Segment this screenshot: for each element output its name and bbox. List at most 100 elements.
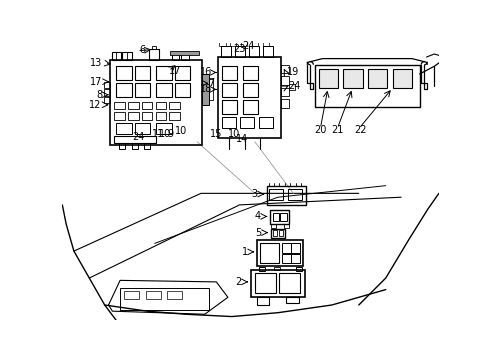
Text: 5: 5 [255,228,261,238]
Bar [151,46,156,49]
Bar [116,83,131,97]
Bar [174,83,190,97]
Bar [127,102,138,109]
Text: 21: 21 [330,125,343,135]
Bar [270,224,275,228]
Bar [242,66,257,80]
Bar [281,88,288,96]
Bar [155,102,166,109]
Bar [257,240,303,266]
Bar [248,45,258,57]
Bar [142,102,152,109]
Text: 24: 24 [241,41,254,51]
Bar [274,267,280,270]
Text: 10: 10 [159,129,171,139]
Bar [240,117,254,128]
Bar [219,42,225,45]
Bar [221,66,237,80]
Bar [143,143,150,149]
Bar [314,65,419,107]
Bar [202,74,208,105]
Bar [110,60,202,145]
Text: 13: 13 [90,58,102,68]
Bar [295,266,301,271]
Bar [104,82,110,88]
Bar [135,66,150,80]
Text: 22: 22 [353,125,366,135]
Text: 8: 8 [96,90,102,100]
Bar [281,99,288,108]
Bar [254,274,276,293]
Bar [242,100,257,114]
Bar [111,53,121,60]
Text: 10: 10 [174,126,186,136]
Bar [262,42,268,45]
Bar [234,45,244,57]
Bar [119,143,125,149]
Bar [155,112,166,120]
Bar [287,189,301,200]
Bar [116,123,131,134]
Bar [281,76,288,85]
Text: 17: 17 [90,77,102,87]
Text: 4: 4 [254,211,261,221]
Bar [171,53,179,60]
Bar [272,213,279,221]
Bar [241,42,246,45]
Bar [131,143,138,149]
Bar [104,89,110,95]
Bar [156,83,171,97]
Bar [278,230,283,236]
Bar [116,66,131,80]
Bar [114,102,124,109]
Bar [221,117,235,128]
Bar [156,123,171,134]
Bar [258,117,272,128]
Bar [258,266,264,271]
Text: 7: 7 [207,78,214,88]
Bar [318,69,337,88]
Text: 11: 11 [151,129,163,139]
Bar [269,189,283,200]
Bar [284,224,288,228]
Text: 10: 10 [227,129,240,139]
Text: 24: 24 [287,81,300,91]
Bar [257,297,269,305]
Bar [288,84,294,90]
Text: 6: 6 [139,45,145,55]
Text: 19: 19 [286,67,299,77]
Bar [260,243,278,264]
Bar [262,45,272,57]
Text: 2: 2 [235,277,241,287]
Bar [169,112,180,120]
Bar [156,66,171,80]
Bar [286,297,298,303]
Bar [218,57,281,138]
Bar [221,100,237,114]
Bar [242,83,257,97]
Bar [266,186,305,205]
Bar [281,254,290,264]
Text: 9: 9 [167,129,173,139]
Text: 1: 1 [241,247,247,257]
Bar [343,69,362,88]
Bar [135,83,150,97]
Bar [281,243,290,253]
Bar [367,69,386,88]
Bar [114,136,156,143]
Bar [280,213,286,221]
Text: 17: 17 [168,66,181,76]
Bar [135,123,150,134]
Text: 12: 12 [89,100,102,110]
Bar [270,210,289,224]
Text: 15: 15 [210,129,222,139]
Text: 14: 14 [235,134,247,144]
Text: 18: 18 [199,84,211,94]
Bar [123,291,139,299]
Bar [221,83,237,97]
Bar [290,243,300,253]
Bar [392,69,411,88]
Bar [281,65,288,73]
Text: 24: 24 [132,132,144,142]
Bar [142,112,152,120]
